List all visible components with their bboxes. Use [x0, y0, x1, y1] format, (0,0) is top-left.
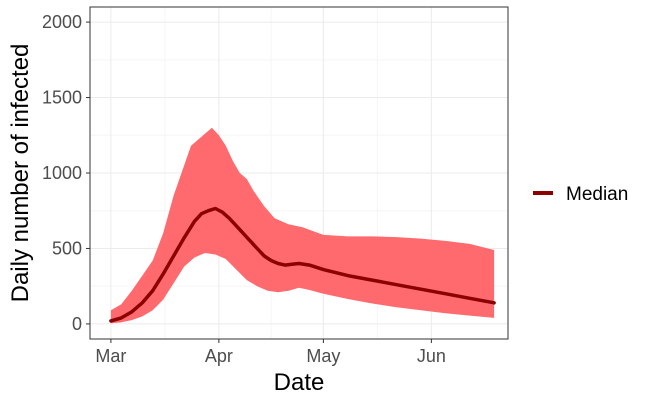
legend-label-median: Median	[566, 184, 628, 205]
y-tick-label: 1500	[42, 88, 82, 108]
y-axis: 0 500 1000 1500 2000	[42, 12, 90, 334]
x-tick-label: Apr	[205, 346, 233, 366]
legend: Median	[533, 184, 628, 205]
median-line	[109, 206, 496, 323]
x-tick-label: May	[306, 346, 340, 366]
x-tick-label: Mar	[95, 346, 126, 366]
x-tick-label: Jun	[417, 346, 446, 366]
confidence-band	[110, 127, 495, 324]
y-axis-title: Daily number of infected	[7, 44, 34, 303]
y-tick-label: 2000	[42, 12, 82, 32]
y-tick-label: 500	[52, 238, 82, 258]
x-axis-title: Date	[274, 369, 325, 396]
y-tick-label: 1000	[42, 163, 82, 183]
x-axis: Mar Apr May Jun	[95, 339, 446, 366]
y-tick-label: 0	[72, 314, 82, 334]
